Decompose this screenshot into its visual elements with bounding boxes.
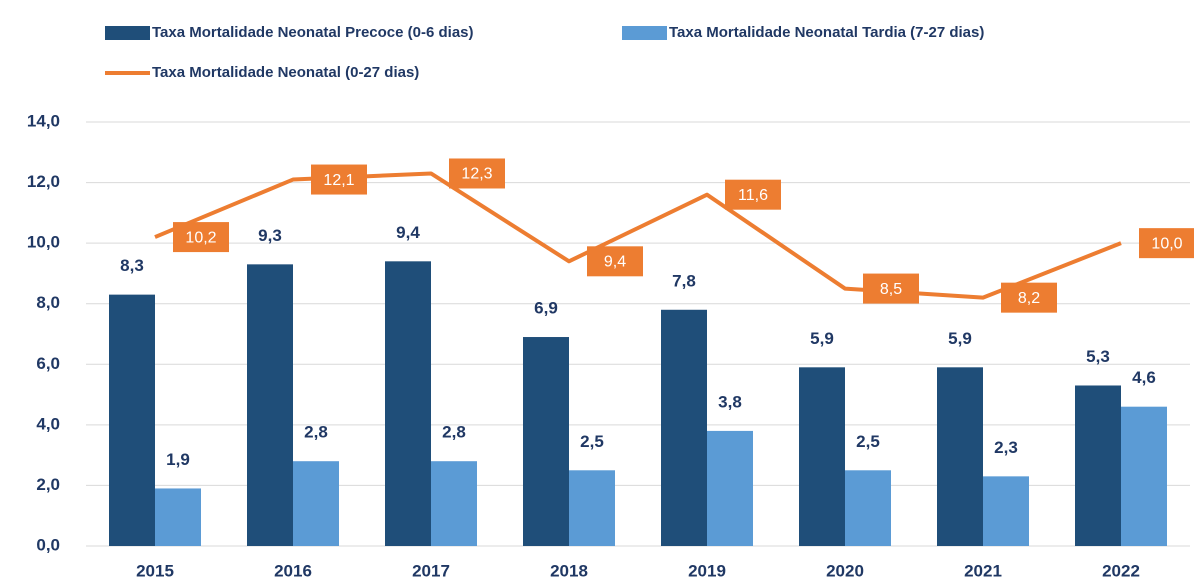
line-value-label: 8,2	[1018, 290, 1040, 307]
bar-value-label: 2,5	[580, 432, 604, 451]
bar	[845, 470, 891, 546]
line-label-box	[173, 222, 229, 253]
bar	[983, 476, 1029, 546]
bar-value-label: 3,8	[718, 392, 742, 411]
bar-value-label: 4,6	[1132, 368, 1156, 387]
x-tick-label: 2016	[274, 561, 312, 580]
line-label-box	[449, 158, 505, 189]
line-value-label: 8,5	[880, 281, 902, 298]
bar	[293, 461, 339, 546]
line-value-label: 9,4	[604, 254, 626, 271]
line-value-label: 11,6	[738, 187, 768, 204]
x-tick-label: 2021	[964, 561, 1002, 580]
line-label-box	[587, 246, 643, 277]
bar	[569, 470, 615, 546]
bar	[109, 294, 155, 546]
x-tick-label: 2020	[826, 561, 864, 580]
x-tick-label: 2022	[1102, 561, 1140, 580]
bar-value-label: 9,3	[258, 226, 282, 245]
bar	[431, 461, 477, 546]
x-tick-label: 2019	[688, 561, 726, 580]
bar	[1075, 385, 1121, 546]
bar-value-label: 2,3	[994, 438, 1018, 457]
bar	[661, 309, 707, 546]
bar-value-label: 2,5	[856, 432, 880, 451]
bar-value-label: 2,8	[442, 423, 466, 442]
y-tick-label: 10,0	[27, 233, 60, 252]
bar-value-label: 7,8	[672, 271, 696, 290]
x-tick-label: 2018	[550, 561, 588, 580]
x-tick-label: 2017	[412, 561, 450, 580]
bar-value-label: 5,9	[948, 329, 972, 348]
y-tick-label: 2,0	[36, 475, 60, 494]
y-tick-label: 6,0	[36, 354, 60, 373]
line-label-box	[1001, 282, 1057, 313]
bar	[385, 261, 431, 546]
line-label-box	[311, 164, 367, 195]
legend-label: Taxa Mortalidade Neonatal Tardia (7-27 d…	[669, 24, 984, 41]
legend-swatch	[622, 26, 667, 40]
line-label-box	[1139, 228, 1194, 259]
legend-label: Taxa Mortalidade Neonatal Precoce (0-6 d…	[152, 24, 474, 41]
bar	[1121, 406, 1167, 546]
bar-value-label: 5,9	[810, 329, 834, 348]
bar	[247, 264, 293, 546]
y-tick-label: 14,0	[27, 111, 60, 130]
bar-value-label: 6,9	[534, 299, 558, 318]
bar-value-label: 9,4	[396, 223, 420, 242]
legend-label: Taxa Mortalidade Neonatal (0-27 dias)	[152, 64, 419, 81]
y-tick-label: 0,0	[36, 535, 60, 554]
bar	[799, 367, 845, 546]
line-value-label: 12,1	[323, 172, 354, 189]
line	[154, 171, 1122, 300]
bar-value-label: 1,9	[166, 450, 190, 469]
line-value-label: 10,2	[185, 229, 216, 246]
line-value-label: 10,0	[1151, 235, 1182, 252]
line-label-box	[725, 179, 781, 210]
bar	[523, 337, 569, 546]
legend-swatch	[105, 26, 150, 40]
bar-value-label: 5,3	[1086, 347, 1110, 366]
bar-value-label: 8,3	[120, 256, 144, 275]
y-tick-label: 4,0	[36, 414, 60, 433]
y-tick-label: 8,0	[36, 293, 60, 312]
y-tick-label: 12,0	[27, 172, 60, 191]
line-label-box	[863, 273, 919, 304]
bar	[707, 430, 753, 546]
line-value-label: 12,3	[461, 166, 492, 183]
x-tick-label: 2015	[136, 561, 174, 580]
bar	[155, 488, 201, 546]
bar-value-label: 2,8	[304, 423, 328, 442]
bar	[937, 367, 983, 546]
